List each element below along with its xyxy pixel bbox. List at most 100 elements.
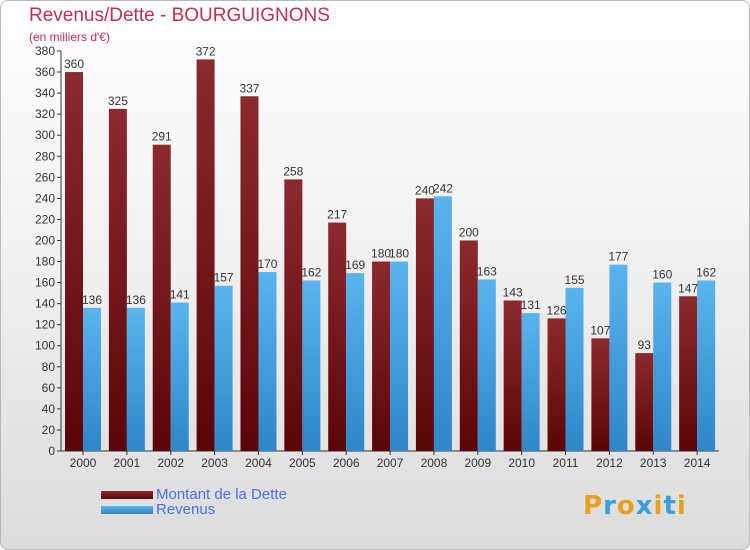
bar-revenus [477, 279, 496, 451]
data-label: 157 [214, 271, 234, 285]
y-tick-label: 360 [35, 65, 55, 79]
x-tick-label: 2004 [245, 456, 272, 470]
y-tick-label: 60 [42, 381, 56, 395]
chart-title: Revenus/Dette - BOURGUIGNONS [29, 5, 330, 26]
data-label: 93 [638, 338, 652, 352]
y-tick-label: 200 [35, 233, 55, 247]
x-tick-label: 2006 [333, 456, 360, 470]
y-tick-label: 120 [35, 318, 55, 332]
bar-revenus [214, 285, 233, 451]
x-tick-label: 2001 [114, 456, 141, 470]
proxiti-logo: Proxiti [583, 491, 687, 521]
legend-swatch-revenus [101, 506, 153, 514]
y-tick-label: 300 [35, 128, 55, 142]
data-label: 291 [152, 130, 172, 144]
data-label: 162 [301, 265, 321, 279]
y-tick-label: 100 [35, 339, 55, 353]
x-tick-label: 2005 [289, 456, 316, 470]
bar-revenus [390, 261, 409, 451]
bar-revenus [126, 307, 145, 451]
x-tick-label: 2014 [684, 456, 711, 470]
chart-subtitle: (en milliers d'€) [29, 30, 110, 44]
data-label: 160 [652, 268, 672, 282]
bar-dette [240, 96, 259, 452]
x-tick-label: 2003 [201, 456, 228, 470]
bar-dette [679, 296, 698, 451]
data-label: 126 [547, 303, 567, 317]
bar-revenus [258, 272, 277, 451]
legend-label-dette: Montant de la Dette [156, 486, 287, 503]
y-tick-label: 280 [35, 149, 55, 163]
data-label: 107 [590, 323, 610, 337]
y-tick-label: 20 [42, 423, 56, 437]
bar-dette [635, 353, 654, 451]
y-tick-label: 220 [35, 212, 55, 226]
bar-dette [328, 222, 347, 451]
x-tick-label: 2013 [640, 456, 667, 470]
data-label: 242 [433, 181, 453, 195]
data-label: 180 [389, 247, 409, 261]
bar-revenus [433, 196, 452, 451]
x-tick-label: 2012 [596, 456, 623, 470]
data-label: 180 [371, 247, 391, 261]
bar-revenus [521, 313, 540, 451]
data-label: 240 [415, 183, 435, 197]
bar-revenus [697, 280, 716, 451]
bar-dette [372, 261, 391, 451]
y-tick-label: 240 [35, 191, 55, 205]
x-tick-label: 2011 [553, 456, 579, 470]
data-label: 177 [608, 250, 628, 264]
data-label: 170 [257, 257, 277, 271]
data-label: 143 [503, 285, 523, 299]
data-label: 141 [170, 288, 190, 302]
bar-revenus [83, 307, 101, 451]
bars [65, 59, 716, 452]
data-label: 200 [459, 225, 479, 239]
y-tick-label: 380 [35, 44, 55, 58]
data-label: 169 [345, 258, 365, 272]
data-label: 217 [327, 208, 347, 222]
y-tick-label: 80 [42, 360, 56, 374]
data-label: 131 [521, 298, 541, 312]
bar-revenus [565, 287, 584, 451]
bar-dette [152, 144, 171, 451]
data-label: 325 [108, 94, 128, 108]
data-label: 337 [239, 81, 259, 95]
y-tick-label: 180 [35, 255, 55, 269]
bar-dette [503, 300, 522, 451]
bar-dette [284, 179, 303, 451]
y-tick-label: 260 [35, 170, 55, 184]
bar-dette [65, 72, 83, 451]
y-tick-label: 320 [35, 107, 55, 121]
bar-revenus [302, 280, 321, 451]
bar-revenus [170, 302, 189, 451]
data-label: 155 [565, 273, 585, 287]
y-tick-label: 40 [42, 402, 56, 416]
bar-dette [108, 108, 127, 451]
bar-dette [459, 240, 478, 451]
bar-dette [415, 198, 434, 451]
data-label: 136 [82, 293, 102, 307]
data-label: 162 [696, 265, 716, 279]
y-tick-label: 340 [35, 86, 55, 100]
y-tick-label: 140 [35, 297, 55, 311]
x-tick-label: 2007 [377, 456, 404, 470]
y-tick-label: 160 [35, 276, 55, 290]
data-label: 147 [678, 281, 698, 295]
data-label: 372 [196, 44, 216, 58]
bar-revenus [653, 282, 672, 451]
x-tick-label: 2000 [70, 456, 97, 470]
legend-swatch-dette [101, 491, 153, 499]
x-tick-label: 2009 [464, 456, 491, 470]
legend-label-revenus: Revenus [156, 501, 216, 518]
x-tick-label: 2002 [157, 456, 184, 470]
data-labels: 360 136 325 136 291 141 372 157 337 170 258 162 217 1… [64, 44, 716, 352]
data-label: 136 [126, 293, 146, 307]
bar-dette [591, 338, 610, 451]
data-label: 360 [64, 57, 84, 71]
x-tick-label: 2008 [421, 456, 448, 470]
data-label: 163 [477, 264, 497, 278]
bar-revenus [609, 264, 628, 451]
